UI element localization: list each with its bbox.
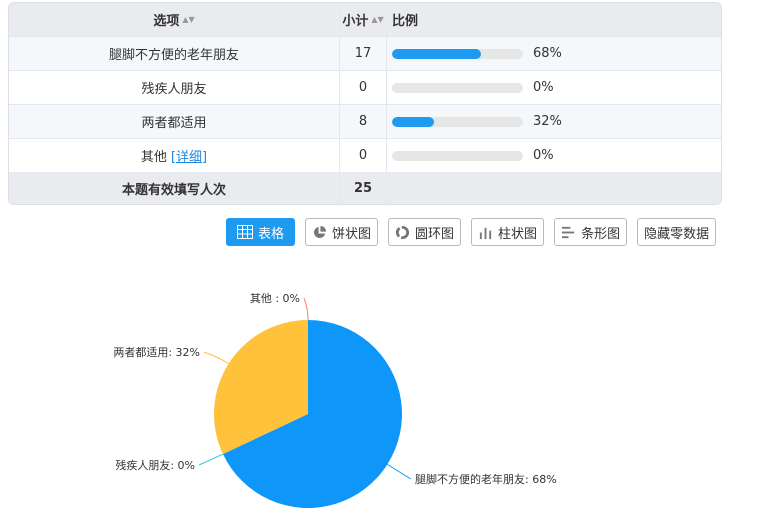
option-count: 0 [358,80,368,95]
table-row: 两者都适用 8 32% [9,104,721,138]
column-chart-label: 柱状图 [498,226,538,242]
pie-chart-button[interactable]: 饼状图 [305,218,379,246]
ratio-bar [392,116,523,127]
pie-slice-label: 其他 : 0% [250,292,300,305]
option-label: 两者都适用 [141,116,207,131]
option-count: 17 [354,46,372,61]
option-label: 残疾人朋友 [141,82,207,97]
table-total-row: 本题有效填写人次 25 [9,172,721,204]
pie-chart-icon [312,225,327,240]
detail-link[interactable]: [详细] [170,150,208,165]
donut-chart-icon [395,225,410,240]
pie-slice-label: 残疾人朋友: 0% [115,458,195,472]
pie-slice[interactable] [222,320,402,508]
column-chart-icon [478,225,493,240]
header-option[interactable]: 选项 ▲▼ [9,3,340,36]
pie-slice-label: 两者都适用: 32% [113,346,200,359]
pie-leader-line [203,351,229,365]
header-count[interactable]: 小计 ▲▼ [340,3,387,36]
ratio-bar [392,82,523,93]
pie-leader-line [198,453,224,466]
ratio-bar-fill [392,116,434,127]
option-label: 其他 [140,150,167,165]
header-ratio: 比例 [387,3,721,36]
pie-slice-label: 腿脚不方便的老年朋友: 68% [415,472,557,486]
option-label: 腿脚不方便的老年朋友 [108,48,239,63]
chart-type-toolbar: 表格 饼状图 圆环图 柱状图 条形图 隐藏零数据 [226,218,717,246]
table-row: 其他 [详细] 0 0% [9,138,721,172]
column-chart-button[interactable]: 柱状图 [471,218,545,246]
option-percent: 0% [533,80,554,95]
pie-chart: 腿脚不方便的老年朋友: 68% 残疾人朋友: 0% 两者都适用: 32% 其他 : 0… [113,292,557,508]
table-row: 残疾人朋友 0 0% [9,70,721,104]
ratio-bar-fill [392,48,482,59]
pie-slice[interactable] [213,320,308,455]
ratio-bar [392,48,523,59]
total-count: 25 [353,181,373,196]
sort-icon[interactable]: ▲▼ [182,15,195,24]
table-icon [237,225,253,239]
donut-chart-button[interactable]: 圆环图 [388,218,462,246]
sort-icon[interactable]: ▲▼ [371,15,384,24]
pie-leader-line [387,463,412,480]
donut-chart-label: 圆环图 [415,226,455,242]
pie-leader-line [303,297,309,321]
option-count: 8 [358,114,368,129]
stats-table: 选项 ▲▼ 小计 ▲▼ 比例 腿脚不方便的老年朋友 17 68% 残疾人朋友 0 0… [8,2,722,205]
table-view-button[interactable]: 表格 [226,218,296,246]
bar-chart-label: 条形图 [581,226,621,242]
option-percent: 32% [533,114,562,129]
table-header: 选项 ▲▼ 小计 ▲▼ 比例 [9,3,721,36]
header-count-label: 小计 [342,14,369,29]
total-label: 本题有效填写人次 [121,183,226,198]
option-count: 0 [358,148,368,163]
table-row: 腿脚不方便的老年朋友 17 68% [9,36,721,70]
pie-chart-label: 饼状图 [332,226,372,242]
hide-zero-label: 隐藏零数据 [644,226,710,242]
header-ratio-label: 比例 [392,14,419,29]
ratio-bar [392,150,523,161]
table-view-label: 表格 [258,226,285,242]
option-percent: 68% [533,46,562,61]
header-option-label: 选项 [153,14,180,29]
hide-zero-button[interactable]: 隐藏零数据 [637,218,717,246]
bar-chart-button[interactable]: 条形图 [554,218,628,246]
option-percent: 0% [533,148,554,163]
bar-chart-icon [561,225,576,240]
